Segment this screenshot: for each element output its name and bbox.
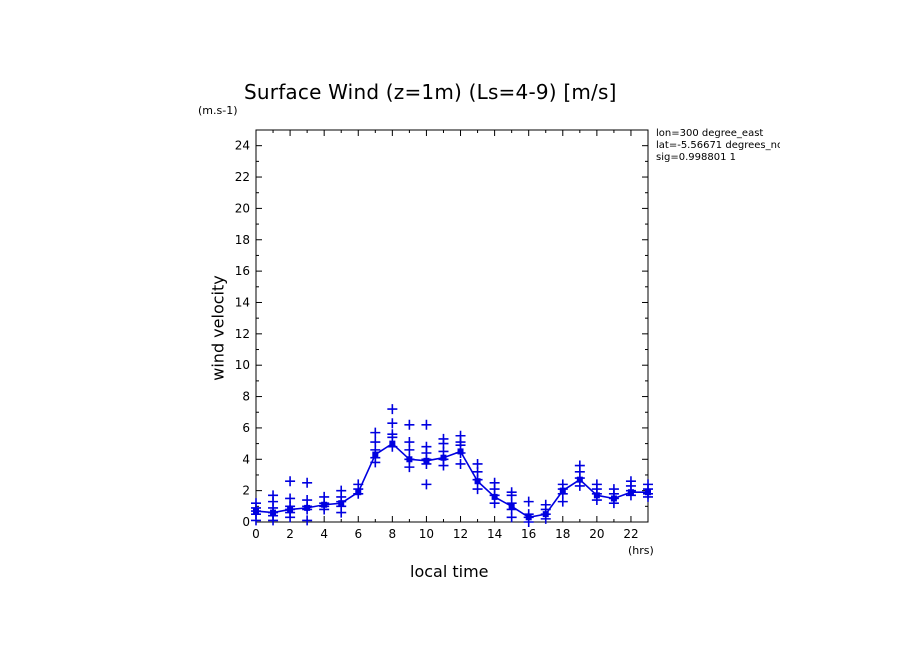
sample-point <box>506 487 517 498</box>
chart-title: Surface Wind (z=1m) (Ls=4-9) [m/s] <box>244 80 617 104</box>
sample-point <box>455 430 466 441</box>
sample-point <box>370 427 381 438</box>
sample-point <box>472 484 483 495</box>
sample-point <box>438 433 449 444</box>
y-tick-label: 16 <box>235 264 250 278</box>
x-axis-units: (hrs) <box>628 544 654 557</box>
sample-point <box>591 479 602 490</box>
y-tick-label: 6 <box>242 421 250 435</box>
y-tick-label: 8 <box>242 390 250 404</box>
plot-frame <box>255 129 649 523</box>
sample-point <box>421 419 432 430</box>
y-tick-label: 0 <box>242 515 250 529</box>
sample-point <box>336 485 347 496</box>
y-tick-label: 4 <box>242 452 250 466</box>
sample-point <box>404 454 415 465</box>
sample-point <box>455 458 466 469</box>
x-tick-label: 20 <box>589 527 604 541</box>
sample-point <box>625 476 636 487</box>
x-tick-label: 14 <box>487 527 502 541</box>
sample-point <box>404 419 415 430</box>
annotation-lon: lon=300 degree_east <box>656 128 764 139</box>
x-tick-label: 22 <box>623 527 638 541</box>
x-tick-label: 6 <box>354 527 362 541</box>
sample-point <box>319 491 330 502</box>
sample-point <box>421 479 432 490</box>
x-tick-label: 12 <box>453 527 468 541</box>
annotation-block: lon=300 degree_east lat=-5.56671 degrees… <box>656 128 780 172</box>
sample-point <box>404 437 415 448</box>
x-tick-label: 4 <box>320 527 328 541</box>
y-axis-units: (m.s-1) <box>198 104 238 117</box>
sample-point <box>302 515 313 526</box>
y-tick-label: 18 <box>235 233 250 247</box>
sample-point <box>285 476 296 487</box>
y-tick-label: 2 <box>242 484 250 498</box>
sample-point <box>523 509 534 520</box>
sample-point <box>302 477 313 488</box>
sample-point <box>302 495 313 506</box>
y-tick-label: 14 <box>235 295 250 309</box>
sample-point <box>608 484 619 495</box>
y-tick-label: 24 <box>235 139 250 153</box>
sample-point <box>421 441 432 452</box>
series-line-mean <box>255 442 648 519</box>
x-tick-label: 0 <box>252 527 260 541</box>
annotation-lat: lat=-5.56671 degrees_north <box>656 140 780 151</box>
sample-point <box>268 490 279 501</box>
y-tick-label: 20 <box>235 201 250 215</box>
x-tick-label: 16 <box>521 527 536 541</box>
sample-point <box>643 479 653 490</box>
sample-point <box>353 479 364 490</box>
sample-point <box>489 477 500 488</box>
sample-point <box>540 499 551 510</box>
sample-point <box>574 460 585 471</box>
y-tick-label: 12 <box>235 327 250 341</box>
x-tick-label: 2 <box>286 527 294 541</box>
sample-point <box>285 493 296 504</box>
x-tick-label: 10 <box>419 527 434 541</box>
sample-point <box>387 429 398 440</box>
sample-point <box>557 479 568 490</box>
y-tick-label: 22 <box>235 170 250 184</box>
x-tick-label: 8 <box>389 527 397 541</box>
y-tick-label: 10 <box>235 358 250 372</box>
sample-point <box>387 418 398 429</box>
annotation-sig: sig=0.998801 1 <box>656 152 736 163</box>
sample-point <box>387 404 398 415</box>
x-tick-label: 18 <box>555 527 570 541</box>
sample-point <box>251 498 261 509</box>
sample-point <box>387 441 398 452</box>
sample-point <box>472 458 483 469</box>
sample-point <box>523 496 534 507</box>
x-axis-label: local time <box>410 562 489 581</box>
sample-point <box>370 437 381 448</box>
